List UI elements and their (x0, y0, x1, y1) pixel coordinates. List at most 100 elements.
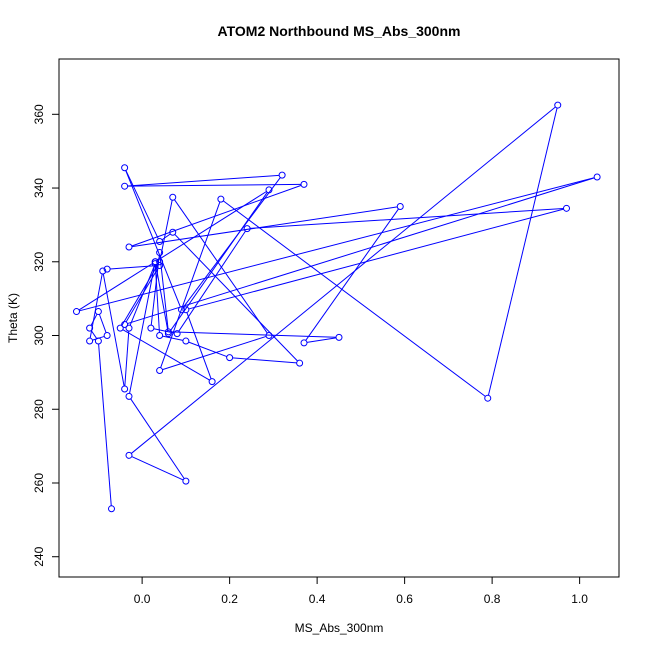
series-line-segment (122, 329, 210, 381)
series-line-segment (130, 398, 185, 479)
series-line-segment (174, 199, 268, 334)
x-axis-label: MS_Abs_300nm (295, 621, 384, 635)
series-line-segment (188, 341, 227, 358)
data-point (300, 339, 308, 347)
data-point (178, 306, 185, 314)
data-point (86, 324, 94, 332)
series-line-segment (110, 265, 157, 270)
data-point (156, 367, 164, 375)
y-tick-label: 240 (32, 546, 46, 566)
data-point (484, 394, 492, 402)
series-line-segment (125, 170, 159, 240)
series-line-segment (160, 201, 221, 368)
series-line-segment (131, 456, 184, 481)
data-point (121, 182, 129, 190)
series-line-segment (127, 183, 302, 187)
x-tick-label: 0.6 (396, 592, 413, 606)
data-point (226, 354, 234, 362)
series-line-segment (155, 264, 169, 331)
series-line-segment (161, 233, 171, 241)
data-point (156, 237, 164, 245)
series-line-segment (154, 266, 160, 333)
x-tick-label: 0.0 (134, 592, 151, 606)
y-axis-label: Theta (K) (6, 293, 20, 343)
data-point (156, 249, 164, 257)
series-line-segment (162, 335, 267, 371)
series-line-segment (162, 335, 184, 341)
data-series (73, 101, 601, 513)
series-line-segment (79, 177, 595, 312)
x-tick-label: 0.2 (221, 592, 238, 606)
series-line-segment (98, 343, 112, 506)
y-tick-label: 360 (32, 104, 46, 124)
series-line-segment (178, 230, 246, 332)
chart-title: ATOM2 Northbound MS_Abs_300nm (218, 23, 461, 39)
data-point (169, 193, 177, 201)
series-line-segment (169, 192, 268, 332)
data-point (121, 164, 129, 172)
data-point (156, 261, 164, 269)
series-line-segment (157, 191, 267, 261)
data-point (208, 378, 216, 386)
x-tick-label: 1.0 (571, 592, 588, 606)
data-point (296, 359, 304, 367)
series-line-segment (131, 206, 398, 248)
data-point (243, 225, 251, 233)
series-line-segment (232, 357, 297, 364)
y-tick-label: 320 (32, 251, 46, 271)
y-tick-label: 340 (32, 178, 46, 198)
data-point (147, 324, 155, 332)
y-tick-label: 280 (32, 399, 46, 419)
series-line-segment (98, 314, 107, 333)
data-point (182, 337, 190, 345)
series-line-segment (125, 267, 159, 323)
data-point (103, 265, 111, 273)
data-point (156, 258, 164, 266)
data-point (593, 173, 601, 181)
series-line-segment (222, 200, 486, 397)
data-point (125, 243, 133, 251)
data-point (151, 258, 159, 266)
data-point (554, 101, 562, 109)
data-point (125, 324, 133, 332)
series-line-segment (127, 177, 595, 325)
data-point (108, 505, 115, 513)
series-line-segment (129, 264, 156, 394)
series-line-segment (487, 107, 558, 396)
series-line-segment (188, 208, 564, 310)
x-tick-label: 0.4 (309, 592, 326, 606)
data-point (169, 228, 177, 236)
x-tick-label: 0.8 (484, 592, 501, 606)
data-point (164, 330, 172, 338)
data-point (396, 202, 404, 210)
data-point (121, 385, 129, 393)
data-point (156, 332, 164, 340)
series-line-segment (186, 312, 212, 379)
data-point (86, 337, 94, 345)
data-point (173, 330, 181, 338)
data-point (265, 332, 273, 340)
data-point (300, 180, 308, 188)
y-tick-label: 300 (32, 325, 46, 345)
series-line-segment (150, 255, 160, 326)
data-point (151, 260, 159, 268)
data-point (103, 332, 111, 340)
data-point (182, 477, 190, 485)
data-point (278, 171, 286, 179)
data-point (94, 337, 102, 345)
series-line-segment (131, 184, 302, 247)
series-line-segment (159, 200, 173, 259)
data-point (94, 308, 102, 316)
data-point (125, 451, 133, 459)
data-point (116, 324, 124, 332)
series-line-segment (127, 174, 280, 187)
series-line-segment (131, 106, 556, 454)
series-line-segment (174, 234, 298, 362)
data-point (335, 333, 343, 341)
data-point (73, 308, 80, 316)
data-point (182, 306, 190, 314)
data-point (563, 204, 570, 212)
